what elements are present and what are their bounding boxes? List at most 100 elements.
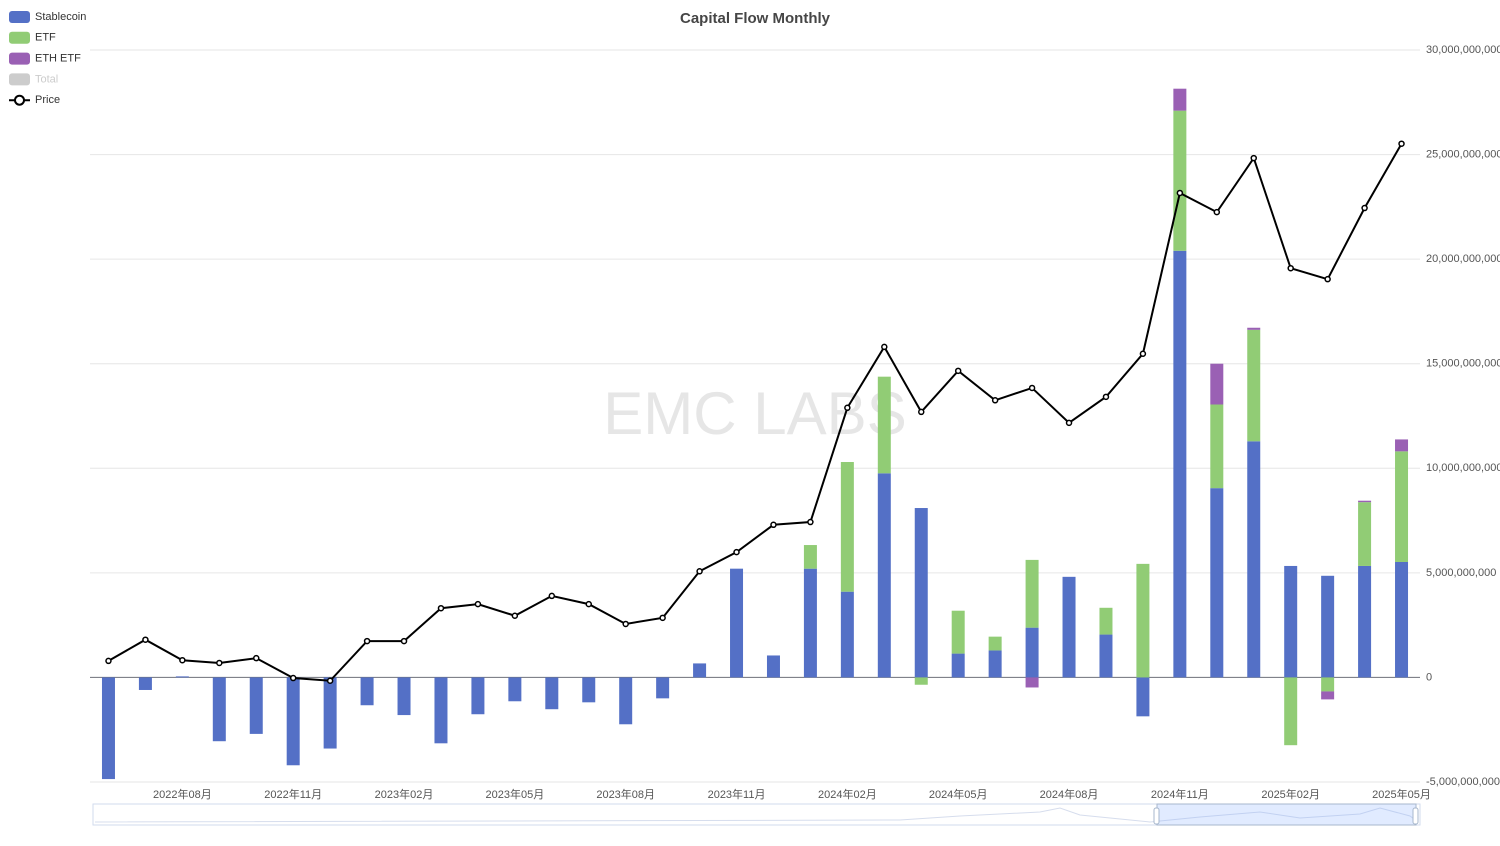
- bar: [1358, 500, 1372, 503]
- price-point: [696, 568, 703, 575]
- legend-label: ETF: [35, 32, 56, 44]
- bar: [693, 663, 707, 678]
- bar: [1210, 363, 1224, 405]
- bar: [914, 677, 928, 685]
- legend-icon: [14, 94, 25, 106]
- price-point: [142, 636, 149, 643]
- x-tick-label: 2022年11月: [264, 787, 322, 801]
- y-tick-label: 20,000,000,000: [1426, 253, 1500, 265]
- bar: [803, 568, 817, 678]
- bar: [360, 677, 374, 706]
- bar: [1210, 488, 1224, 678]
- legend-item[interactable]: ETH ETF: [9, 53, 81, 65]
- price-point: [954, 367, 962, 375]
- price-point: [1250, 154, 1257, 162]
- zoom-window[interactable]: [1156, 803, 1417, 826]
- x-tick-label: 2024年08月: [1040, 787, 1099, 801]
- bar: [877, 473, 891, 678]
- legend-label: Price: [35, 94, 60, 106]
- bar: [1062, 576, 1076, 678]
- legend-icon: [9, 31, 30, 44]
- bar: [286, 677, 300, 766]
- price-point: [659, 614, 666, 622]
- bar: [175, 676, 189, 678]
- legend-item[interactable]: Total: [9, 73, 58, 86]
- price-point: [881, 343, 888, 351]
- y-tick-label: 15,000,000,000: [1426, 358, 1500, 370]
- price-point: [770, 521, 777, 529]
- price-point: [437, 604, 445, 612]
- bar: [988, 636, 1002, 651]
- bar: [1025, 677, 1039, 688]
- bar: [877, 376, 891, 474]
- x-tick-label: 2024年05月: [929, 787, 988, 801]
- grid: [90, 49, 1420, 783]
- bar: [1099, 634, 1113, 678]
- bar: [582, 677, 596, 703]
- zoom-handle[interactable]: [1153, 807, 1160, 825]
- price-point: [1361, 204, 1368, 212]
- price-point: [1398, 140, 1405, 147]
- price-point: [622, 620, 629, 628]
- price-point: [179, 656, 186, 664]
- zoom-track: [92, 803, 1421, 826]
- x-tick-label: 2023年02月: [375, 787, 434, 801]
- bar: [1395, 451, 1409, 562]
- bar: [1025, 559, 1039, 628]
- x-tick-label: 2023年11月: [708, 787, 766, 801]
- bar: [434, 677, 448, 744]
- price-point: [1287, 264, 1294, 272]
- bar: [914, 508, 928, 678]
- price-point: [1213, 208, 1221, 216]
- bar: [1358, 502, 1372, 566]
- bar: [1136, 677, 1150, 717]
- x-tick-label: 2022年08月: [153, 787, 212, 801]
- price-point: [733, 548, 740, 556]
- bar: [101, 677, 115, 780]
- bar: [323, 677, 337, 749]
- bar: [840, 591, 854, 678]
- legend-item[interactable]: Stablecoin: [9, 11, 86, 23]
- bar: [1395, 561, 1409, 678]
- legend-item[interactable]: ETF: [9, 32, 56, 44]
- price-point: [289, 674, 297, 682]
- price-point: [585, 600, 592, 608]
- y-tick-label: 30,000,000,000: [1426, 44, 1500, 56]
- price-point: [844, 404, 851, 412]
- legend-item[interactable]: Price: [9, 94, 60, 106]
- bar: [1099, 607, 1113, 635]
- bar: [1321, 691, 1335, 700]
- price-point: [1028, 384, 1036, 392]
- zoom-handle[interactable]: [1412, 807, 1419, 825]
- bar: [730, 568, 744, 678]
- x-tick-label: 2024年11月: [1151, 787, 1209, 801]
- price-point: [363, 637, 371, 645]
- price-point: [400, 637, 408, 645]
- bar: [1358, 565, 1372, 678]
- price-point: [548, 592, 556, 600]
- price-point: [511, 612, 519, 620]
- price-point: [216, 659, 223, 667]
- price-point: [326, 677, 334, 685]
- bar: [840, 462, 854, 592]
- bar: [619, 677, 633, 725]
- bar: [656, 677, 670, 699]
- bar: [1284, 565, 1298, 678]
- bar: [1321, 677, 1335, 692]
- bar: [1247, 327, 1261, 330]
- legend-icon: [9, 11, 30, 23]
- bar: [397, 677, 411, 716]
- legend-label: Total: [35, 73, 58, 85]
- bar: [1247, 441, 1261, 678]
- bar: [1173, 250, 1187, 678]
- data-zoom[interactable]: [92, 803, 1421, 826]
- legend-icon: [9, 52, 30, 65]
- x-tick-label: 2024年02月: [818, 787, 877, 801]
- legend-label: ETH ETF: [35, 53, 81, 65]
- x-tick-label: 2025年02月: [1261, 787, 1320, 801]
- bar: [1173, 88, 1187, 111]
- price-point: [991, 397, 999, 404]
- bar: [471, 677, 485, 715]
- bar: [1025, 627, 1039, 678]
- y-tick-label: 10,000,000,000: [1426, 462, 1500, 474]
